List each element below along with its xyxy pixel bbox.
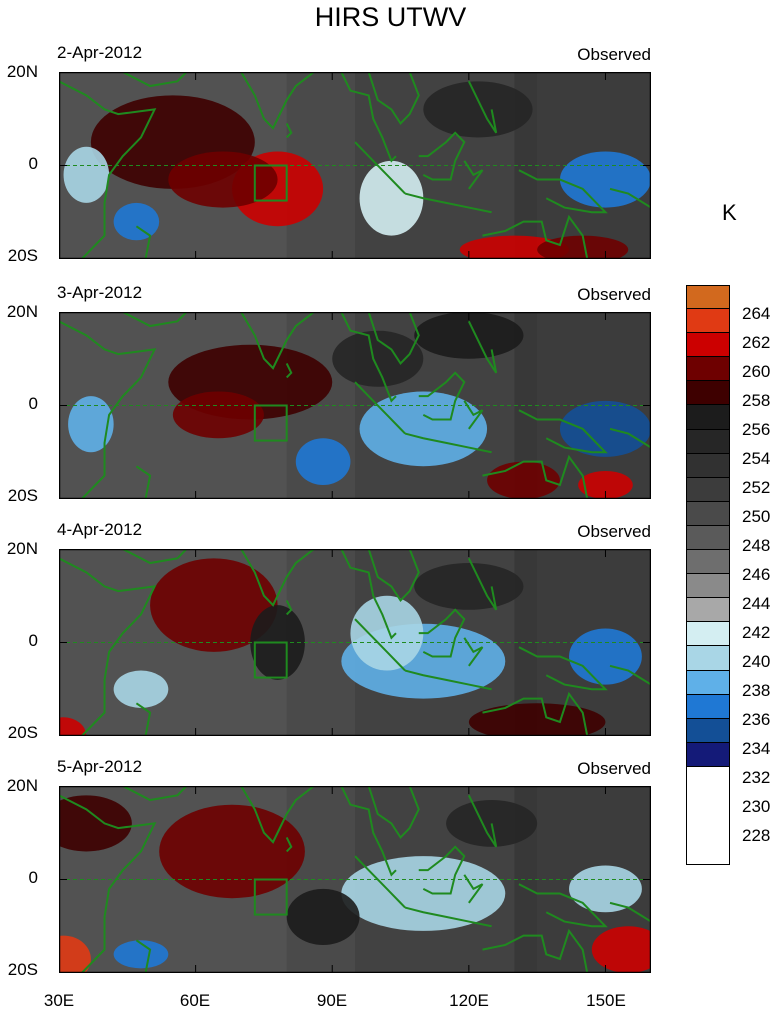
map-panel-4 <box>59 786 651 973</box>
lat-label: 20S <box>7 486 38 505</box>
colorbar-swatch <box>686 501 730 526</box>
lon-label: 60E <box>179 991 211 1010</box>
map-panel-2 <box>59 312 651 499</box>
colorbar-swatch <box>686 598 730 623</box>
colorbar-swatch <box>686 622 730 647</box>
panel-label-3: Observed <box>577 522 651 541</box>
colorbar-label: 228 <box>742 826 771 845</box>
colorbar-label: 246 <box>742 565 771 584</box>
colorbar-label: 260 <box>742 362 771 381</box>
colorbar-swatch <box>686 646 730 671</box>
figure-title: HIRS UTWV <box>314 2 467 32</box>
panel-label-1: Observed <box>577 45 651 64</box>
lat-label: 20S <box>7 246 38 265</box>
colorbar-label: 248 <box>742 536 771 555</box>
colorbar-swatch <box>686 357 730 382</box>
map-panel-1 <box>59 72 651 259</box>
colorbar-swatch <box>686 405 730 430</box>
colorbar-swatch <box>686 285 730 310</box>
colorbar-swatch <box>686 333 730 358</box>
colorbar-label: 244 <box>742 594 771 613</box>
panel-date-3: 4-Apr-2012 <box>57 520 143 539</box>
colorbar-swatch <box>686 429 730 454</box>
map-panel-3 <box>59 549 651 736</box>
colorbar-swatch <box>686 309 730 334</box>
colorbar-label: 264 <box>742 304 771 323</box>
colorbar-swatch <box>686 453 730 478</box>
colorbar-units: K <box>722 200 737 225</box>
colorbar-swatch <box>686 742 730 767</box>
lat-label: 20S <box>7 960 38 979</box>
colorbar-label: 256 <box>742 420 771 439</box>
lat-label: 20N <box>6 302 38 321</box>
colorbar-label: 240 <box>742 652 771 671</box>
lat-label: 20S <box>7 723 38 742</box>
colorbar-label: 250 <box>742 507 771 526</box>
panel-label-4: Observed <box>577 759 651 778</box>
colorbar-swatch <box>686 694 730 719</box>
colorbar-label: 258 <box>742 391 771 410</box>
colorbar-swatch <box>686 670 730 695</box>
colorbar-label: 242 <box>742 623 771 642</box>
colorbar-label: 236 <box>742 710 771 729</box>
colorbar-label: 252 <box>742 478 771 497</box>
colorbar-label: 232 <box>742 768 771 787</box>
lat-label: 0 <box>28 868 38 887</box>
lon-label: 90E <box>316 991 348 1010</box>
colorbar-swatch <box>686 477 730 502</box>
colorbar-swatch <box>686 381 730 406</box>
colorbar <box>686 285 730 767</box>
panel-label-2: Observed <box>577 285 651 304</box>
panel-date-1: 2-Apr-2012 <box>57 43 143 62</box>
lat-label: 20N <box>6 776 38 795</box>
lat-label: 0 <box>28 394 38 413</box>
colorbar-label: 254 <box>742 449 771 468</box>
lon-label: 120E <box>449 991 489 1010</box>
lon-label: 30E <box>43 991 75 1010</box>
lat-label: 0 <box>28 631 38 650</box>
colorbar-label: 262 <box>742 333 771 352</box>
colorbar-swatch <box>686 718 730 743</box>
panel-date-4: 5-Apr-2012 <box>57 757 143 776</box>
lat-label: 0 <box>28 154 38 173</box>
colorbar-label: 238 <box>742 681 771 700</box>
lat-label: 20N <box>6 539 38 558</box>
panel-date-2: 3-Apr-2012 <box>57 283 143 302</box>
colorbar-label: 230 <box>742 797 771 816</box>
lon-label: 150E <box>586 991 626 1010</box>
colorbar-swatch <box>686 525 730 551</box>
colorbar-swatch <box>686 574 730 599</box>
lat-label: 20N <box>6 62 38 81</box>
colorbar-label: 234 <box>742 739 771 758</box>
colorbar-swatch <box>686 550 730 575</box>
